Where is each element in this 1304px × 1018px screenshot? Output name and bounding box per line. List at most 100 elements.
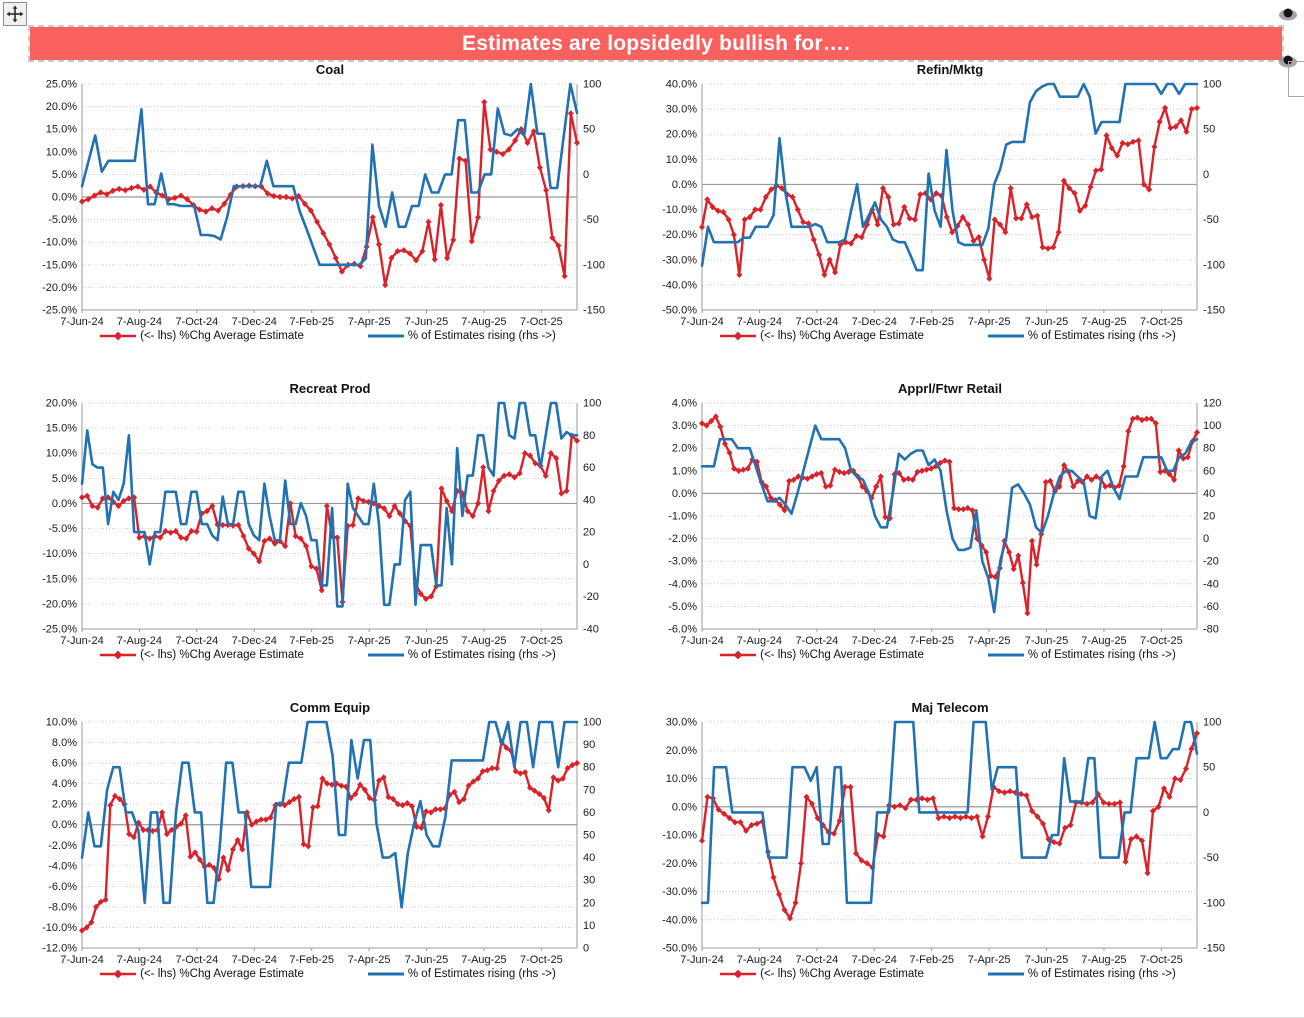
svg-text:40: 40 [1203, 488, 1215, 500]
svg-text:7-Apr-25: 7-Apr-25 [348, 316, 391, 328]
svg-text:0: 0 [583, 559, 589, 571]
x-axis-labels: 7-Jun-24 7-Aug-24 7-Oct-24 7-Dec-24 7-Feb-25… [60, 629, 563, 647]
chart-title: Recreat Prod [290, 381, 371, 396]
svg-text:7-Aug-25: 7-Aug-25 [1081, 316, 1126, 328]
rhs-series-key-icon [367, 972, 404, 976]
svg-text:-3.0%: -3.0% [668, 556, 697, 568]
svg-text:7-Feb-25: 7-Feb-25 [289, 635, 334, 647]
svg-text:7-Jun-24: 7-Jun-24 [60, 954, 103, 966]
svg-text:40: 40 [583, 852, 595, 864]
x-axis-labels: 7-Jun-24 7-Aug-24 7-Oct-24 7-Dec-24 7-Feb-25… [680, 629, 1183, 647]
svg-text:-10.0%: -10.0% [42, 237, 77, 249]
title-banner-textbox[interactable]: Estimates are lopsidedly bullish for…. [28, 25, 1284, 62]
rhs-axis-labels: 100 50 0 -50 -100 -150 [1203, 79, 1225, 317]
svg-text:7-Feb-25: 7-Feb-25 [909, 635, 954, 647]
legend-entry-lhs: (<- lhs) %Chg Average Estimate [100, 649, 304, 661]
svg-text:-30.0%: -30.0% [662, 886, 697, 898]
x-axis-labels: 7-Jun-24 7-Aug-24 7-Oct-24 7-Dec-24 7-Feb-25… [60, 948, 563, 966]
svg-text:7-Dec-24: 7-Dec-24 [852, 316, 897, 328]
svg-text:-50: -50 [1203, 214, 1219, 226]
svg-text:1.0%: 1.0% [672, 465, 697, 477]
svg-text:-8.0%: -8.0% [48, 901, 77, 913]
rhs-series-line [80, 720, 579, 909]
svg-text:7-Dec-24: 7-Dec-24 [232, 635, 277, 647]
svg-text:60: 60 [583, 462, 595, 474]
chart-object-apprl-ftwr-retail[interactable]: Apprl/Ftwr Retail 4.0% 3.0% 2.0% 1.0% 0.0% -1… [652, 379, 1244, 679]
svg-text:-40.0%: -40.0% [662, 914, 697, 926]
x-axis-labels: 7-Jun-24 7-Aug-24 7-Oct-24 7-Dec-24 7-Feb-25… [60, 310, 563, 328]
chart-title: Apprl/Ftwr Retail [898, 381, 1002, 396]
svg-text:-40: -40 [583, 624, 599, 636]
svg-text:2.0%: 2.0% [52, 799, 77, 811]
svg-text:10.0%: 10.0% [46, 146, 77, 158]
svg-text:7-Jun-24: 7-Jun-24 [680, 635, 723, 647]
svg-text:-50: -50 [1203, 852, 1219, 864]
chart-object-coal[interactable]: Coal 25.0% 20.0% 15.0% 10.0% 5.0% 0.0% -5.0% -1… [32, 60, 624, 360]
svg-text:-15.0%: -15.0% [42, 573, 77, 585]
axis-lines [81, 84, 578, 311]
svg-text:7-Feb-25: 7-Feb-25 [909, 316, 954, 328]
svg-text:7-Oct-24: 7-Oct-24 [795, 954, 838, 966]
lhs-axis-labels: 4.0% 3.0% 2.0% 1.0% 0.0% -1.0% -2.0% -3.0% -4.0%… [668, 398, 697, 636]
lhs-axis-labels: 40.0% 30.0% 20.0% 10.0% 0.0% -10.0% -20.0% -30.… [662, 79, 697, 317]
x-axis-labels: 7-Jun-24 7-Aug-24 7-Oct-24 7-Dec-24 7-Feb-25… [680, 310, 1183, 328]
lhs-axis-labels: 30.0% 20.0% 10.0% 0.0% -10.0% -20.0% -30.0% -40… [662, 717, 697, 955]
svg-text:-20.0%: -20.0% [42, 282, 77, 294]
rhs-axis-labels: 100 50 0 -50 -100 -150 [583, 79, 605, 317]
svg-text:0.0%: 0.0% [52, 498, 77, 510]
svg-text:7-Feb-25: 7-Feb-25 [909, 954, 954, 966]
svg-text:50: 50 [583, 830, 595, 842]
legend-entry-lhs: (<- lhs) %Chg Average Estimate [720, 968, 924, 980]
svg-text:30.0%: 30.0% [666, 717, 697, 729]
lhs-series-label: (<- lhs) %Chg Average Estimate [140, 330, 304, 342]
svg-text:90: 90 [583, 739, 595, 751]
svg-text:7-Feb-25: 7-Feb-25 [289, 316, 334, 328]
rhs-series-label: % of Estimates rising (rhs ->) [1027, 649, 1176, 661]
svg-text:3.0%: 3.0% [672, 420, 697, 432]
svg-text:-5.0%: -5.0% [48, 523, 77, 535]
chart-plot: Refin/Mktg 40.0% 30.0% 20.0% 10.0% 0.0% -10.0… [662, 62, 1225, 328]
chart-object-refin-mktg[interactable]: Refin/Mktg 40.0% 30.0% 20.0% 10.0% 0.0% -10.0… [652, 60, 1244, 360]
lhs-series-key-icon [720, 969, 757, 979]
svg-text:120: 120 [1203, 398, 1221, 410]
move-handle-button[interactable] [3, 2, 27, 26]
svg-text:7-Apr-25: 7-Apr-25 [968, 954, 1011, 966]
rhs-series-key-icon [367, 653, 404, 657]
svg-text:0: 0 [1203, 533, 1209, 545]
legend-entry-rhs: % of Estimates rising (rhs ->) [367, 330, 556, 342]
svg-text:7-Aug-24: 7-Aug-24 [737, 316, 782, 328]
svg-text:60: 60 [583, 807, 595, 819]
svg-text:7-Aug-24: 7-Aug-24 [737, 635, 782, 647]
svg-text:7-Jun-25: 7-Jun-25 [405, 635, 448, 647]
chart-object-recreat-prod[interactable]: Recreat Prod 20.0% 15.0% 10.0% 5.0% 0.0% -5.0… [32, 379, 624, 679]
svg-text:20: 20 [583, 527, 595, 539]
rhs-series-line [80, 82, 579, 267]
chart-object-maj-telecom[interactable]: Maj Telecom 30.0% 20.0% 10.0% 0.0% -10.0% -20… [652, 698, 1244, 998]
svg-text:-50.0%: -50.0% [662, 305, 697, 317]
svg-text:20.0%: 20.0% [46, 398, 77, 410]
svg-text:0.0%: 0.0% [672, 488, 697, 500]
svg-text:4.0%: 4.0% [672, 398, 697, 410]
svg-text:-50: -50 [583, 214, 599, 226]
chart-title: Maj Telecom [911, 700, 988, 715]
svg-text:0.0%: 0.0% [52, 192, 77, 204]
svg-text:15.0%: 15.0% [46, 423, 77, 435]
svg-text:100: 100 [583, 398, 601, 410]
svg-text:20: 20 [1203, 511, 1215, 523]
svg-text:7-Jun-25: 7-Jun-25 [1025, 635, 1068, 647]
svg-text:-100: -100 [583, 259, 605, 271]
rhs-series-key-icon [987, 334, 1024, 338]
svg-text:7-Oct-24: 7-Oct-24 [795, 316, 838, 328]
svg-text:80: 80 [1203, 443, 1215, 455]
svg-text:-100: -100 [1203, 897, 1225, 909]
axis-lines [81, 722, 578, 949]
bottom-right-handle[interactable] [1283, 55, 1293, 65]
svg-text:-6.0%: -6.0% [48, 881, 77, 893]
lhs-series-label: (<- lhs) %Chg Average Estimate [760, 330, 924, 342]
svg-text:7-Dec-24: 7-Dec-24 [232, 954, 277, 966]
svg-text:-150: -150 [1203, 943, 1225, 955]
chart-object-comm-equip[interactable]: Comm Equip 10.0% 8.0% 6.0% 4.0% 2.0% 0.0% -2.0… [32, 698, 624, 998]
svg-text:25.0%: 25.0% [46, 79, 77, 91]
svg-text:-10.0%: -10.0% [662, 204, 697, 216]
top-right-handle[interactable] [1283, 8, 1293, 18]
